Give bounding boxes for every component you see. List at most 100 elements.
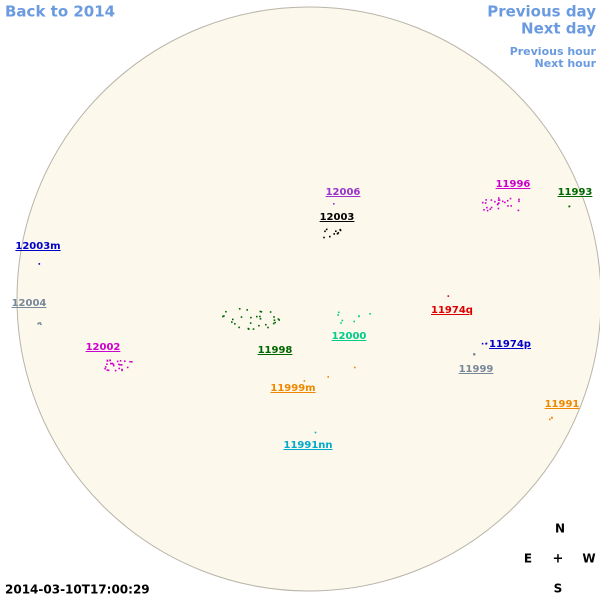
- spot: [568, 205, 571, 208]
- region: [222, 308, 280, 330]
- spot: [40, 323, 42, 326]
- spot: [119, 364, 121, 366]
- spot: [517, 209, 520, 212]
- spot: [494, 200, 496, 203]
- spot: [504, 201, 506, 204]
- spot: [107, 369, 110, 372]
- region: [549, 416, 553, 421]
- spot: [327, 376, 329, 378]
- region-label[interactable]: 11974p: [489, 339, 531, 350]
- spot: [509, 197, 512, 200]
- spot: [121, 369, 123, 372]
- spot: [39, 322, 41, 324]
- spot: [38, 263, 41, 265]
- region-label[interactable]: 12006: [326, 187, 361, 198]
- spot: [277, 318, 280, 320]
- spot: [118, 367, 120, 370]
- region-label[interactable]: 12003: [320, 212, 355, 223]
- spot: [518, 198, 520, 201]
- spot: [447, 295, 450, 297]
- spot: [501, 200, 504, 203]
- region: [481, 342, 488, 345]
- spot: [37, 322, 39, 325]
- region: [447, 295, 450, 297]
- spot: [234, 323, 236, 325]
- spot: [518, 200, 520, 203]
- region: [314, 431, 317, 434]
- spot: [112, 363, 115, 365]
- spot: [339, 229, 342, 232]
- spot: [110, 362, 112, 365]
- spot: [223, 315, 225, 317]
- compass-north: N: [555, 522, 565, 536]
- spot: [259, 315, 261, 318]
- solar-disk: [16, 6, 600, 592]
- spot: [485, 199, 487, 201]
- spot: [549, 418, 551, 421]
- region: [481, 197, 520, 212]
- compass-south: S: [554, 582, 563, 596]
- spot: [335, 230, 337, 232]
- spot: [481, 201, 484, 204]
- spot: [106, 369, 109, 371]
- spot: [498, 199, 501, 201]
- back-link[interactable]: Back to 2014: [5, 3, 115, 21]
- spot: [354, 366, 356, 369]
- spot: [249, 322, 252, 324]
- region-label[interactable]: 12004: [12, 298, 47, 309]
- region-label[interactable]: 12002: [86, 342, 121, 353]
- spot: [118, 363, 120, 366]
- spot: [116, 360, 119, 363]
- previous-day-link[interactable]: Previous day: [487, 3, 596, 21]
- region-label[interactable]: 11991nn: [283, 440, 332, 451]
- region-label[interactable]: 11998: [258, 345, 293, 356]
- region-label[interactable]: 11999m: [270, 383, 315, 394]
- spot: [112, 364, 115, 367]
- region-label[interactable]: 11991: [545, 399, 580, 410]
- spot: [111, 362, 113, 365]
- region-label[interactable]: 11996: [496, 179, 531, 190]
- compass-west: W: [582, 552, 595, 566]
- region: [104, 359, 133, 372]
- spot: [252, 328, 255, 330]
- region-label[interactable]: 11993: [558, 187, 593, 198]
- region-label[interactable]: 11999: [459, 364, 494, 375]
- spot: [551, 416, 553, 419]
- spot: [106, 360, 109, 362]
- spot: [267, 326, 269, 329]
- spot: [358, 315, 360, 318]
- spot: [490, 199, 493, 201]
- spot: [259, 318, 262, 320]
- spot: [497, 199, 500, 201]
- spot: [106, 363, 108, 365]
- spot: [124, 360, 126, 362]
- spot: [232, 318, 234, 321]
- spot: [260, 311, 263, 313]
- spot: [238, 308, 241, 310]
- spot: [490, 206, 493, 209]
- spot: [484, 202, 487, 204]
- spot: [256, 315, 258, 318]
- spot: [225, 310, 227, 313]
- spot: [336, 232, 339, 235]
- spot: [485, 343, 487, 345]
- spot: [269, 311, 272, 313]
- region-label[interactable]: 11974q: [431, 305, 473, 316]
- region: [473, 353, 476, 356]
- next-hour-link[interactable]: Next hour: [535, 57, 597, 70]
- next-day-link[interactable]: Next day: [521, 20, 596, 38]
- spot: [498, 197, 500, 199]
- spot: [507, 205, 509, 207]
- spot: [324, 230, 326, 233]
- region: [38, 263, 41, 265]
- spot: [240, 316, 243, 318]
- timestamp: 2014-03-10T17:00:29: [5, 583, 150, 597]
- spot: [353, 320, 355, 323]
- compass-east: E: [524, 552, 532, 566]
- previous-hour-link[interactable]: Previous hour: [510, 45, 597, 58]
- spot: [497, 207, 500, 210]
- spot: [131, 361, 133, 363]
- region-label[interactable]: 12003m: [15, 241, 60, 252]
- region-label[interactable]: 12000: [332, 331, 367, 342]
